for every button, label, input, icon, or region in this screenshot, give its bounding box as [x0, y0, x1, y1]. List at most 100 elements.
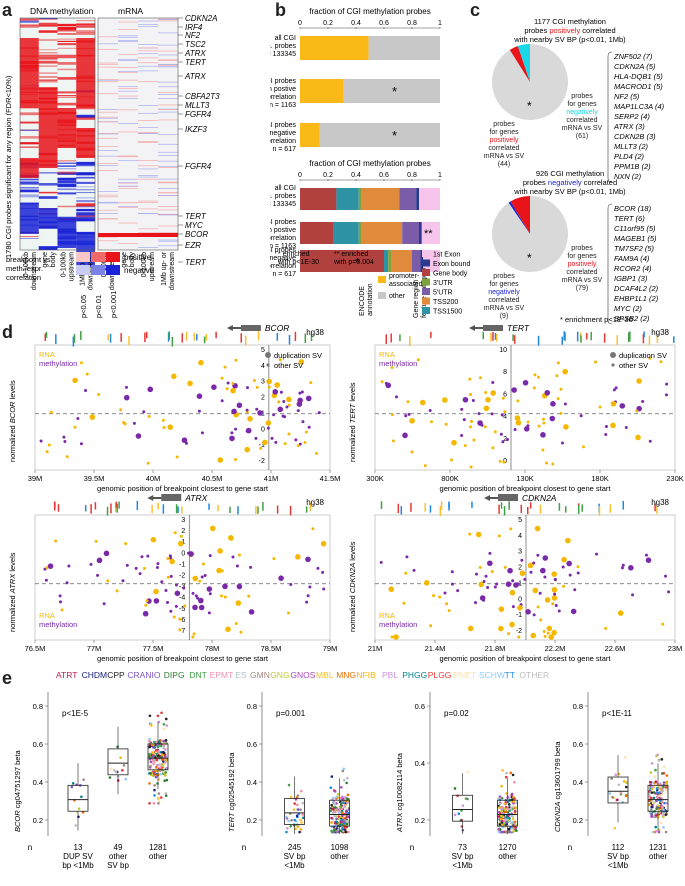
dna-cell — [76, 116, 95, 119]
d-point — [169, 558, 175, 565]
d-point — [140, 555, 144, 559]
mrna-cell — [138, 132, 158, 133]
genome-track-mark — [537, 335, 540, 346]
mrna-cell — [138, 247, 158, 248]
c-left-label: (44) — [498, 161, 510, 168]
d-point — [320, 540, 327, 547]
d-point — [443, 591, 447, 595]
genome-track-mark — [520, 504, 523, 514]
d-point — [416, 358, 420, 362]
d-point — [404, 414, 408, 418]
dna-cell — [57, 38, 77, 40]
d-point — [444, 422, 448, 426]
dna-cell — [20, 107, 39, 109]
d-point — [287, 611, 291, 615]
mrna-cell — [158, 240, 178, 242]
d-point — [509, 589, 516, 596]
e-point — [346, 820, 350, 824]
e-point — [345, 810, 349, 813]
dna-cell — [38, 30, 58, 33]
mrna-cell — [138, 175, 158, 176]
d-point — [620, 566, 624, 570]
d-point — [500, 413, 504, 417]
dna-cell — [57, 26, 77, 29]
d-point — [517, 635, 521, 639]
e-point — [286, 826, 289, 830]
dna-cell — [20, 182, 39, 184]
dna-cell — [76, 203, 95, 206]
d-point — [478, 581, 485, 588]
e-point — [155, 740, 159, 744]
d-point — [641, 400, 645, 404]
mrna-cell — [118, 36, 138, 38]
e-point — [504, 775, 508, 779]
mrna-cell — [138, 202, 158, 204]
e-point — [453, 813, 457, 817]
d-point — [570, 608, 577, 615]
d-ytick: -5 — [179, 606, 185, 613]
e-point — [287, 783, 291, 787]
mrna-cell — [138, 200, 158, 202]
dna-cell — [76, 25, 95, 27]
d-point — [581, 445, 585, 449]
c-gene: CDKN2A (5) — [614, 62, 656, 71]
type-PHGG: PHGG — [402, 670, 427, 680]
dna-cell — [76, 214, 95, 218]
d-point — [525, 609, 531, 615]
d-plot-BCOR: hg38 BCOR normalized BCOR levels 5 4 3 2 1 0 -1 -2… — [8, 325, 340, 493]
mrna-cell — [138, 70, 158, 72]
e-point — [501, 825, 505, 829]
d-point — [121, 579, 125, 583]
b-row-label: meth. probes — [270, 43, 296, 50]
e-point — [343, 822, 347, 825]
mrna-cell — [138, 20, 158, 22]
d-point — [272, 557, 276, 561]
d-point — [499, 432, 503, 436]
d-point — [450, 458, 454, 462]
b-tick-label: 0.6 — [379, 172, 389, 179]
c-gene: MYC (2) — [614, 304, 642, 313]
c-gene: EHBP1L1 (2) — [614, 294, 659, 303]
d-point — [450, 570, 454, 574]
e-point — [657, 811, 660, 814]
legend-pos-p001 — [106, 252, 120, 262]
d-point — [501, 440, 505, 444]
d-point — [54, 539, 58, 543]
d-xtick: 180K — [591, 474, 609, 483]
mrna-cell — [158, 32, 178, 34]
gene-label: ATRX — [184, 49, 206, 58]
mrna-cell — [158, 181, 178, 183]
dna-block — [20, 38, 39, 78]
mrna-cell — [158, 109, 178, 110]
e-point — [156, 714, 160, 718]
dna-cell — [20, 232, 39, 234]
mrna-cell — [158, 192, 178, 194]
d-point — [207, 611, 211, 615]
mrna-cell — [98, 202, 118, 204]
d-point — [628, 565, 634, 571]
e-point — [658, 794, 662, 798]
d-point — [76, 416, 80, 420]
dna-cell — [76, 204, 95, 207]
mrna-cell — [158, 81, 178, 83]
d-point — [420, 399, 426, 406]
e-point — [330, 830, 334, 834]
b-top-bar-promoter-associated — [300, 123, 320, 147]
genome-track-mark — [482, 331, 484, 340]
genome-track-mark — [539, 504, 542, 514]
d-point — [507, 567, 513, 574]
d-point — [665, 382, 669, 386]
d-point — [203, 573, 207, 577]
e-point — [162, 739, 166, 743]
e-point — [121, 769, 124, 772]
d-point — [598, 405, 602, 409]
b-row-label: with postive — [270, 86, 296, 93]
dna-cell — [57, 183, 77, 187]
genome-track-mark — [193, 332, 195, 341]
e-point — [298, 830, 301, 834]
d-point — [563, 424, 569, 430]
e-point — [148, 782, 151, 785]
legend-neg-p05 — [76, 265, 90, 275]
genome-track-mark — [527, 506, 529, 515]
e-point — [647, 790, 651, 793]
